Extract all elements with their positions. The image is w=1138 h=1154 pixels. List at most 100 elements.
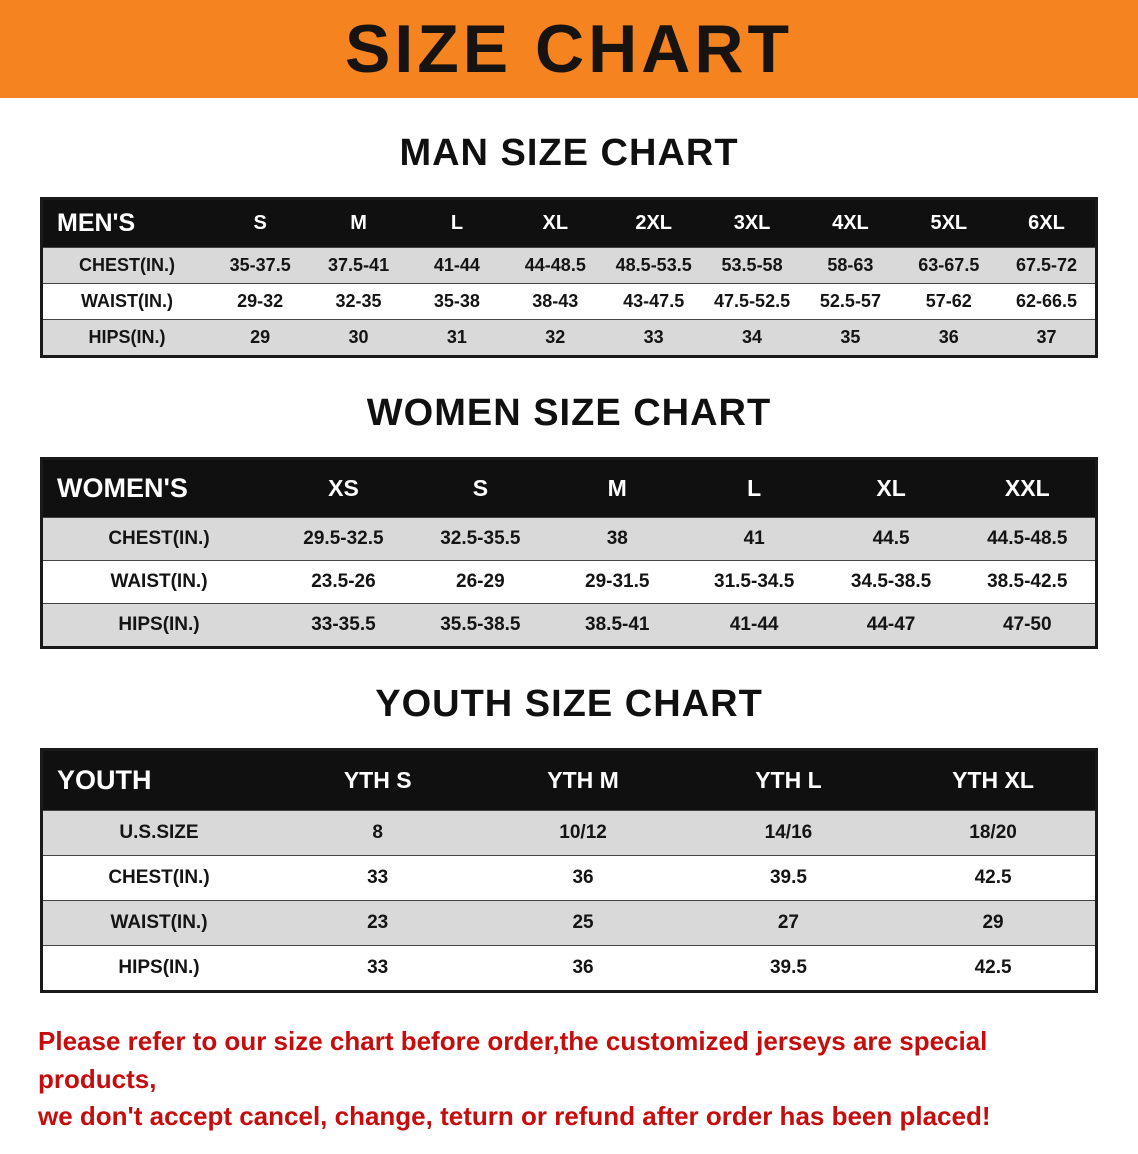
size-cell: 10/12	[480, 810, 686, 856]
size-cell: 37	[998, 319, 1097, 357]
column-header: L	[407, 198, 507, 248]
column-header: XS	[275, 458, 412, 518]
size-cell: 41-44	[407, 247, 507, 284]
size-cell: 41-44	[685, 603, 823, 648]
size-cell: 47-50	[959, 603, 1097, 648]
size-cell: 44-47	[822, 603, 960, 648]
column-header: S	[211, 198, 310, 248]
size-cell: 18/20	[891, 810, 1097, 856]
table-title-cell: YOUTH	[41, 749, 275, 811]
size-cell: 35.5-38.5	[411, 603, 549, 648]
size-cell: 32.5-35.5	[411, 517, 549, 561]
size-cell: 33	[604, 319, 703, 357]
column-header: M	[309, 198, 408, 248]
size-cell: 34.5-38.5	[822, 560, 960, 604]
size-cell: 35-38	[407, 283, 507, 320]
size-cell: 31	[407, 319, 507, 357]
column-header: M	[548, 458, 686, 518]
size-cell: 44.5-48.5	[959, 517, 1097, 561]
row-label: CHEST(IN.)	[41, 855, 275, 901]
size-cell: 29-32	[211, 283, 310, 320]
column-header: S	[411, 458, 549, 518]
size-cell: 57-62	[899, 283, 998, 320]
sections-container: MAN SIZE CHART MEN'S S M L XL 2XL 3XL 4XL 5XL 6XL C…	[0, 132, 1138, 993]
section-heading-men: MAN SIZE CHART	[399, 132, 739, 174]
table-title-cell: MEN'S	[41, 198, 211, 248]
table-row: CHEST(IN.) 29.5-32.5 32.5-35.5 38 41 44.5 44.5…	[41, 517, 1097, 561]
size-cell: 29	[891, 900, 1097, 946]
size-cell: 8	[275, 810, 481, 856]
table-row: WAIST(IN.) 23 25 27 29	[41, 900, 1097, 946]
size-cell: 35-37.5	[211, 247, 310, 284]
footer-note: Please refer to our size chart before or…	[38, 1023, 1100, 1136]
size-cell: 33	[275, 855, 481, 901]
column-header: 4XL	[801, 198, 900, 248]
size-table-men: MEN'S S M L XL 2XL 3XL 4XL 5XL 6XL CHEST(IN.) 35-37…	[40, 197, 1098, 358]
page-title: SIZE CHART	[345, 11, 793, 87]
size-cell: 29	[211, 319, 310, 357]
size-cell: 26-29	[411, 560, 549, 604]
table-row: U.S.SIZE 8 10/12 14/16 18/20	[41, 810, 1097, 856]
size-cell: 33-35.5	[275, 603, 412, 648]
size-cell: 27	[685, 900, 892, 946]
size-cell: 53.5-58	[702, 247, 802, 284]
column-header: YTH XL	[891, 749, 1097, 811]
size-cell: 34	[702, 319, 802, 357]
column-header: XL	[506, 198, 605, 248]
size-cell: 36	[480, 855, 686, 901]
size-cell: 29.5-32.5	[275, 517, 412, 561]
table-row: HIPS(IN.) 33-35.5 35.5-38.5 38.5-41 41-44 44-…	[41, 603, 1097, 648]
size-cell: 52.5-57	[801, 283, 900, 320]
size-cell: 38.5-41	[548, 603, 686, 648]
size-cell: 31.5-34.5	[685, 560, 823, 604]
size-cell: 30	[309, 319, 408, 357]
row-label: WAIST(IN.)	[41, 560, 275, 604]
size-cell: 29-31.5	[548, 560, 686, 604]
footer-note-line1: Please refer to our size chart before or…	[38, 1026, 988, 1094]
size-cell: 44.5	[822, 517, 960, 561]
column-header: YTH S	[275, 749, 481, 811]
size-cell: 47.5-52.5	[702, 283, 802, 320]
row-label: CHEST(IN.)	[41, 517, 275, 561]
banner: SIZE CHART	[0, 0, 1138, 98]
size-cell: 23.5-26	[275, 560, 412, 604]
column-header: 2XL	[604, 198, 703, 248]
table-row: HIPS(IN.) 29 30 31 32 33 34 35 36 37	[41, 319, 1097, 357]
row-label: WAIST(IN.)	[41, 900, 275, 946]
column-header: YTH L	[685, 749, 892, 811]
table-row: CHEST(IN.) 33 36 39.5 42.5	[41, 855, 1097, 901]
table-header-row: WOMEN'S XS S M L XL XXL	[41, 458, 1097, 518]
size-table-youth: YOUTH YTH S YTH M YTH L YTH XL U.S.SIZE 8 10/12…	[40, 748, 1098, 993]
column-header: L	[685, 458, 823, 518]
size-cell: 63-67.5	[899, 247, 998, 284]
table-header-row: YOUTH YTH S YTH M YTH L YTH XL	[41, 749, 1097, 811]
table-row: WAIST(IN.) 23.5-26 26-29 29-31.5 31.5-34.5 34…	[41, 560, 1097, 604]
size-cell: 39.5	[685, 855, 892, 901]
column-header: YTH M	[480, 749, 686, 811]
size-cell: 48.5-53.5	[604, 247, 703, 284]
table-row: HIPS(IN.) 33 36 39.5 42.5	[41, 945, 1097, 992]
size-cell: 35	[801, 319, 900, 357]
row-label: HIPS(IN.)	[41, 945, 275, 992]
row-label: CHEST(IN.)	[41, 247, 211, 284]
size-cell: 33	[275, 945, 481, 992]
row-label: U.S.SIZE	[41, 810, 275, 856]
section-heading-women: WOMEN SIZE CHART	[366, 392, 772, 434]
size-cell: 44-48.5	[506, 247, 605, 284]
table-row: CHEST(IN.) 35-37.5 37.5-41 41-44 44-48.5 48.5…	[41, 247, 1097, 284]
size-cell: 67.5-72	[998, 247, 1097, 284]
row-label: HIPS(IN.)	[41, 319, 211, 357]
row-label: HIPS(IN.)	[41, 603, 275, 648]
size-cell: 42.5	[891, 855, 1097, 901]
column-header: XXL	[959, 458, 1097, 518]
size-cell: 25	[480, 900, 686, 946]
size-cell: 58-63	[801, 247, 900, 284]
size-cell: 38	[548, 517, 686, 561]
size-cell: 39.5	[685, 945, 892, 992]
size-cell: 62-66.5	[998, 283, 1097, 320]
size-cell: 32	[506, 319, 605, 357]
section-heading-youth: YOUTH SIZE CHART	[375, 683, 763, 725]
size-cell: 36	[899, 319, 998, 357]
column-header: 6XL	[998, 198, 1097, 248]
